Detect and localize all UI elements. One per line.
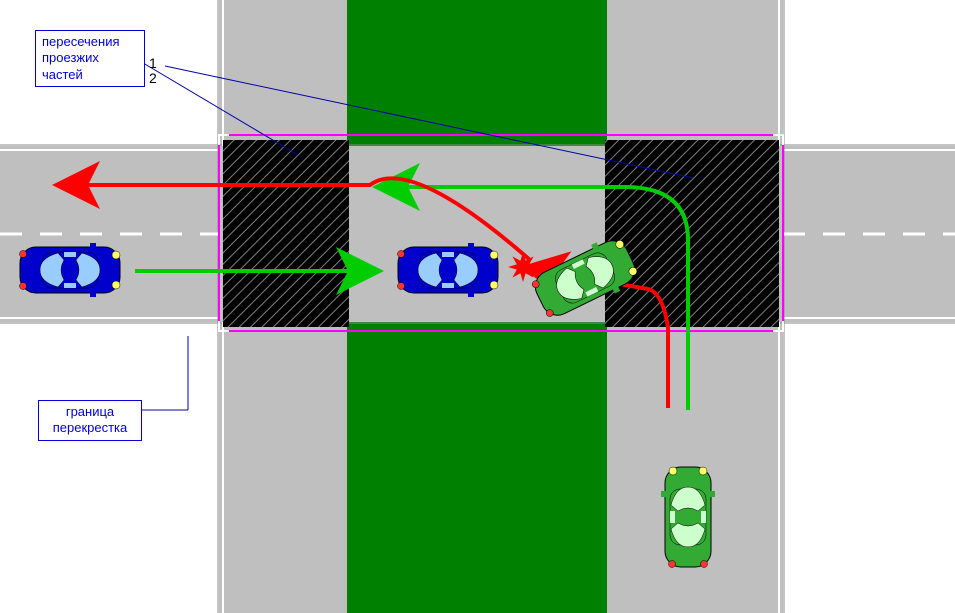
label-text: пересечения (42, 34, 120, 49)
diagram-canvas (0, 0, 955, 613)
car-icon (20, 243, 121, 297)
label-text: перекрестка (53, 420, 128, 435)
car-icon (661, 467, 715, 568)
callout-number-1: 1 (149, 55, 157, 71)
label-junction-border: граница перекрестка (38, 400, 142, 441)
label-intersections: пересечения проезжих частей (35, 30, 145, 87)
label-text: граница (66, 404, 114, 419)
car-icon (398, 243, 499, 297)
callout-number-2: 2 (149, 70, 157, 86)
label-text: проезжих (42, 50, 99, 65)
label-text: частей (42, 67, 83, 82)
